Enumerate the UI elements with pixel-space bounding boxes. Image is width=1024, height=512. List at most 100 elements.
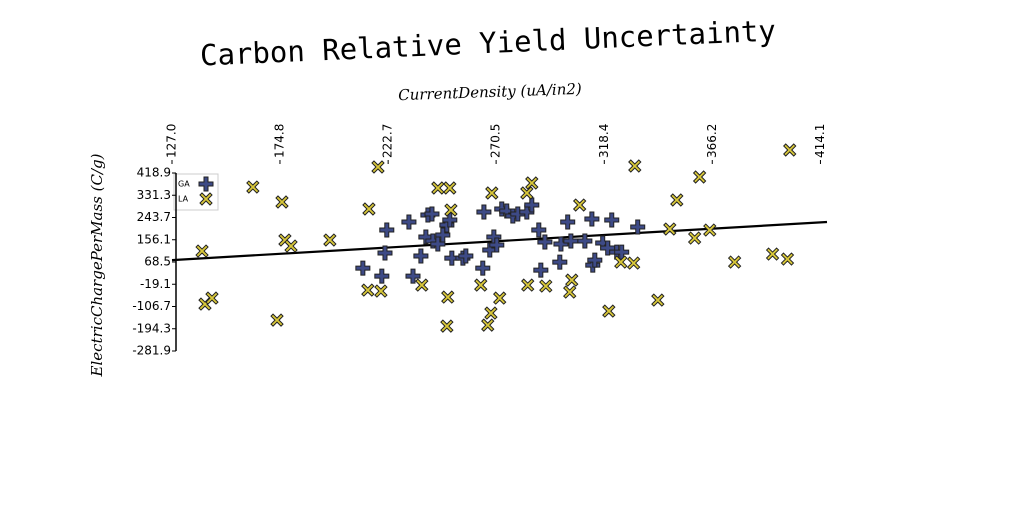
- point: [584, 211, 600, 227]
- point: [563, 233, 579, 249]
- y-tick-label: -19.1: [140, 277, 171, 291]
- point: [440, 319, 454, 333]
- point: [703, 223, 717, 237]
- point: [458, 248, 474, 264]
- point: [361, 283, 375, 297]
- point: [521, 278, 535, 292]
- point: [520, 186, 534, 200]
- y-axis-label: ElectricChargePerMass (C/g): [88, 153, 106, 377]
- point: [560, 214, 576, 230]
- point: [355, 260, 371, 276]
- y-tick-label: 68.5: [144, 255, 171, 269]
- point: [444, 250, 460, 266]
- y-tick-label: -281.9: [132, 344, 171, 358]
- point: [415, 278, 429, 292]
- chart-title: Carbon Relative Yield Uncertainty: [199, 13, 776, 72]
- x-tick-label: 414.1: [813, 124, 827, 158]
- point: [442, 212, 458, 228]
- point: [539, 279, 553, 293]
- point: [323, 233, 337, 247]
- legend-label: LA: [178, 195, 189, 204]
- point: [687, 231, 702, 245]
- point: [531, 222, 547, 238]
- point: [670, 193, 684, 207]
- y-tick-label: -106.7: [132, 299, 171, 313]
- point: [552, 254, 568, 270]
- point: [246, 180, 260, 194]
- point: [475, 260, 491, 276]
- y-tick-label: 243.7: [137, 210, 171, 224]
- x-tick-label: 318.4: [597, 124, 611, 158]
- point: [577, 233, 593, 249]
- point: [533, 262, 549, 278]
- point: [441, 290, 455, 304]
- legend: GA LA: [173, 173, 219, 211]
- point: [474, 278, 488, 292]
- point: [727, 255, 742, 269]
- point: [614, 255, 628, 269]
- point: [374, 284, 388, 298]
- point: [435, 227, 451, 243]
- point: [765, 247, 780, 261]
- x-tick-label: 127.0: [165, 124, 179, 158]
- point: [374, 268, 390, 284]
- point: [780, 252, 795, 266]
- point: [651, 293, 665, 307]
- point: [424, 206, 440, 222]
- point: [205, 291, 219, 305]
- point: [371, 160, 385, 174]
- legend-label: GA: [178, 180, 190, 189]
- point: [587, 252, 603, 268]
- point: [425, 233, 441, 249]
- point: [270, 313, 284, 327]
- legend-marker: [199, 192, 213, 206]
- point: [377, 245, 393, 261]
- point: [524, 197, 540, 213]
- point: [525, 176, 539, 190]
- point: [482, 242, 498, 258]
- point: [431, 181, 445, 195]
- point: [476, 204, 492, 220]
- point: [628, 159, 642, 173]
- point: [604, 212, 620, 228]
- point: [379, 222, 395, 238]
- point: [275, 195, 289, 209]
- point: [572, 198, 587, 212]
- point: [362, 202, 376, 216]
- legend-marker: [198, 176, 214, 192]
- x-tick-label: 366.2: [705, 124, 719, 158]
- point: [484, 306, 498, 320]
- x-tick-label: 222.7: [381, 124, 395, 158]
- point: [565, 273, 579, 287]
- point: [630, 219, 646, 235]
- x-tick-label: 270.5: [489, 124, 503, 158]
- point: [600, 240, 616, 256]
- point: [692, 170, 707, 184]
- y-tick-label: 331.3: [137, 188, 171, 202]
- y-tick-label: 418.9: [137, 166, 171, 180]
- point: [444, 203, 458, 217]
- x-tick-label: 174.8: [272, 124, 286, 158]
- point: [663, 222, 677, 236]
- point: [284, 239, 298, 253]
- point: [519, 204, 535, 220]
- point: [413, 248, 429, 264]
- point: [443, 181, 457, 195]
- point: [493, 291, 507, 305]
- point: [405, 268, 421, 284]
- point: [537, 234, 553, 250]
- trend-line: [171, 220, 828, 262]
- point: [195, 244, 209, 258]
- point: [430, 236, 446, 252]
- point: [783, 143, 797, 157]
- point: [481, 318, 495, 332]
- point: [489, 237, 505, 253]
- point: [401, 214, 417, 230]
- point: [485, 186, 499, 200]
- y-tick-label: 156.1: [137, 232, 171, 246]
- x-axis-label: CurrentDensity (uA/in2): [398, 80, 582, 104]
- point: [602, 304, 616, 318]
- point: [418, 229, 434, 245]
- point: [553, 236, 569, 252]
